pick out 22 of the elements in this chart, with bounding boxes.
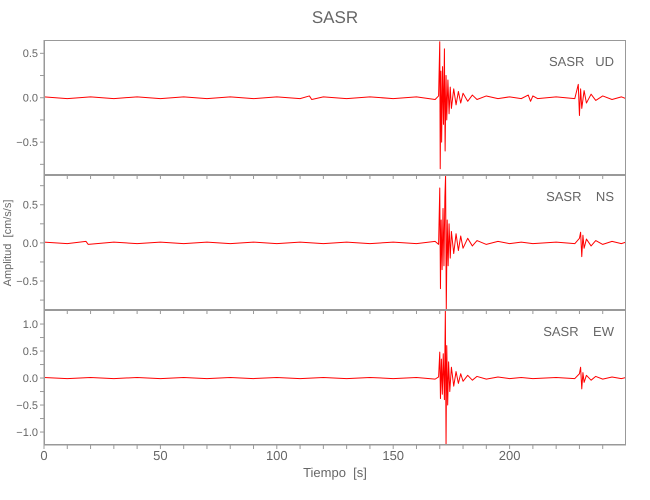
- y-tick-label: 1.0: [22, 318, 38, 331]
- y-tick-label: −0.5: [16, 400, 38, 412]
- y-tick-label: 0.5: [22, 200, 38, 212]
- x-tick-label: 0: [40, 448, 48, 464]
- annotation: SASR NS: [546, 189, 614, 204]
- x-tick-label: 200: [498, 448, 520, 464]
- y-axis-title: Amplitud [cm/s/s]: [2, 199, 14, 286]
- chart-title: SASR: [310, 8, 360, 28]
- y-tick-label: 0.5: [22, 48, 38, 60]
- annotation: SASR UD: [548, 54, 614, 69]
- x-tick-label: 150: [382, 448, 404, 464]
- y-tick-label: −0.5: [16, 276, 38, 288]
- y-tick-label: 0.0: [22, 92, 38, 105]
- y-tick-label: 0.5: [22, 346, 38, 358]
- x-axis-title: Tiempo [s]: [302, 465, 368, 480]
- y-tick-label: −0.5: [16, 137, 38, 150]
- y-tick-label: −1.0: [16, 426, 38, 439]
- x-tick-label: 100: [266, 448, 288, 464]
- y-tick-label: 0.0: [22, 372, 38, 385]
- x-tick-label: 50: [153, 448, 168, 464]
- y-tick-label: 0.0: [22, 238, 38, 250]
- annotation: SASR EW: [543, 324, 614, 339]
